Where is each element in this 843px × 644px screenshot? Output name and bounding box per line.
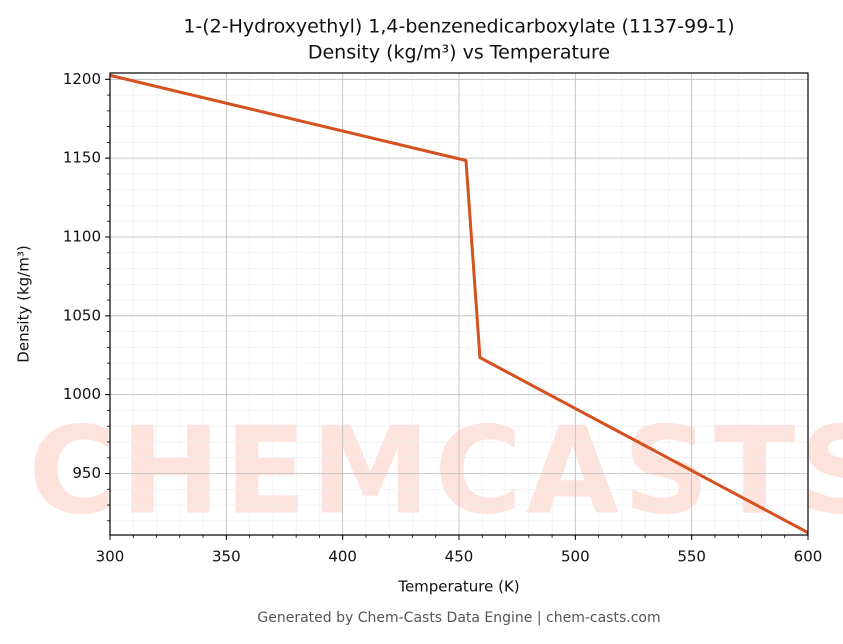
- y-tick-label: 950: [72, 464, 101, 482]
- x-tick-label: 500: [561, 548, 590, 566]
- y-tick-label: 1200: [63, 70, 101, 88]
- y-axis-label: Density (kg/m³): [15, 245, 33, 362]
- plot-frame: [109, 72, 809, 536]
- x-tick-label: 600: [794, 548, 823, 566]
- x-tick-label: 400: [328, 548, 357, 566]
- x-tick-label: 450: [445, 548, 474, 566]
- x-axis-label: Temperature (K): [397, 578, 519, 596]
- footer: Generated by Chem-Casts Data Engine | ch…: [257, 610, 660, 626]
- x-tick-label: 300: [96, 548, 125, 566]
- y-tick-label: 1150: [63, 149, 101, 167]
- x-tick-label: 550: [677, 548, 706, 566]
- x-tick-label: 350: [212, 548, 241, 566]
- chart-subtitle: Density (kg/m³) vs Temperature: [308, 42, 610, 64]
- data-line: [109, 73, 809, 534]
- chart-title: 1-(2-Hydroxyethyl) 1,4-benzenedicarboxyl…: [183, 16, 734, 38]
- y-tick-label: 1100: [63, 227, 101, 245]
- y-tick-label: 1000: [63, 385, 101, 403]
- y-tick-label: 1050: [63, 306, 101, 324]
